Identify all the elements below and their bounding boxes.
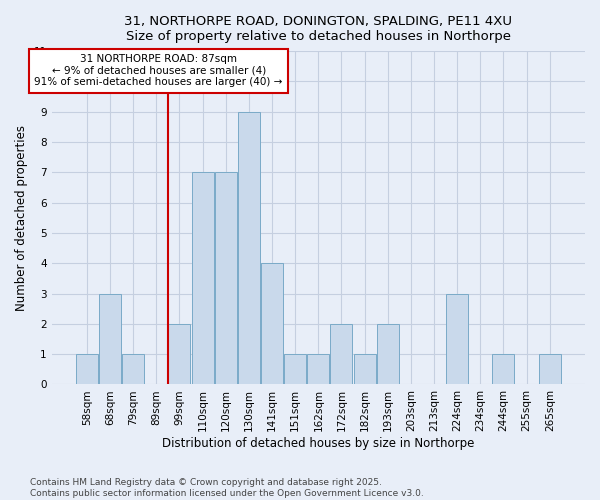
X-axis label: Distribution of detached houses by size in Northorpe: Distribution of detached houses by size …: [162, 437, 475, 450]
Text: 31 NORTHORPE ROAD: 87sqm
← 9% of detached houses are smaller (4)
91% of semi-det: 31 NORTHORPE ROAD: 87sqm ← 9% of detache…: [34, 54, 283, 88]
Bar: [169, 324, 190, 384]
Bar: [191, 172, 214, 384]
Bar: [122, 354, 144, 384]
Bar: [446, 294, 468, 384]
Bar: [99, 294, 121, 384]
Bar: [261, 263, 283, 384]
Text: Contains HM Land Registry data © Crown copyright and database right 2025.
Contai: Contains HM Land Registry data © Crown c…: [30, 478, 424, 498]
Bar: [284, 354, 306, 384]
Bar: [76, 354, 98, 384]
Y-axis label: Number of detached properties: Number of detached properties: [15, 125, 28, 311]
Bar: [238, 112, 260, 384]
Bar: [493, 354, 514, 384]
Bar: [307, 354, 329, 384]
Bar: [377, 324, 399, 384]
Bar: [539, 354, 561, 384]
Bar: [215, 172, 237, 384]
Title: 31, NORTHORPE ROAD, DONINGTON, SPALDING, PE11 4XU
Size of property relative to d: 31, NORTHORPE ROAD, DONINGTON, SPALDING,…: [124, 15, 512, 43]
Bar: [353, 354, 376, 384]
Bar: [331, 324, 352, 384]
